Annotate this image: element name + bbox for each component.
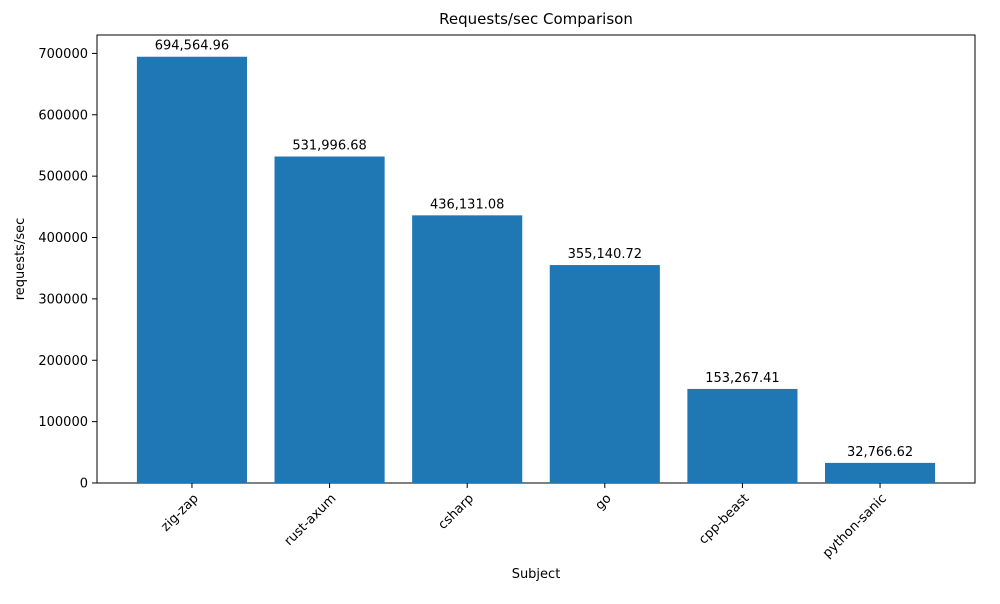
x-axis-ticks: zig-zap rust-axum csharp go cpp-beast python-… [158, 483, 890, 561]
y-tick-label: 400000 [38, 231, 88, 246]
x-tick-label: go [593, 491, 615, 513]
bar-value-label: 694,564.96 [155, 39, 229, 54]
bar-value-label: 436,131.08 [430, 197, 504, 212]
x-tick-label: csharp [435, 491, 477, 533]
x-axis-label: Subject [512, 567, 561, 582]
x-tick-label: python-sanic [820, 491, 890, 561]
chart-title: Requests/sec Comparison [439, 10, 633, 28]
y-tick-label: 500000 [38, 170, 88, 185]
y-tick-label: 0 [80, 477, 88, 492]
bar-value-label: 531,996.68 [292, 139, 366, 154]
y-tick-label: 200000 [38, 354, 88, 369]
x-tick-label: zig-zap [158, 491, 201, 534]
bar-value-label: 153,267.41 [705, 371, 779, 386]
plot-area-frame [96, 34, 976, 484]
y-tick-label: 600000 [38, 108, 88, 123]
y-axis-label: requests/sec [13, 218, 28, 301]
bar-value-label: 32,766.62 [847, 445, 913, 460]
x-tick-label: rust-axum [282, 491, 340, 549]
y-tick-label: 100000 [38, 415, 88, 430]
bar [274, 156, 385, 483]
bar [824, 462, 936, 483]
bar [549, 265, 660, 483]
bar [412, 215, 523, 483]
bar-value-label: 355,140.72 [568, 247, 642, 262]
y-tick-label: 700000 [38, 47, 88, 62]
bar [687, 388, 798, 483]
x-tick-label: cpp-beast [696, 491, 752, 547]
bar-value-labels: 694,564.96 531,996.68 436,131.08 355,140.72… [155, 39, 913, 460]
y-tick-label: 300000 [38, 292, 88, 307]
bar [136, 56, 248, 484]
y-axis-ticks: 0 100000 200000 300000 400000 500000 600000 700… [38, 47, 97, 492]
bars [136, 56, 936, 484]
